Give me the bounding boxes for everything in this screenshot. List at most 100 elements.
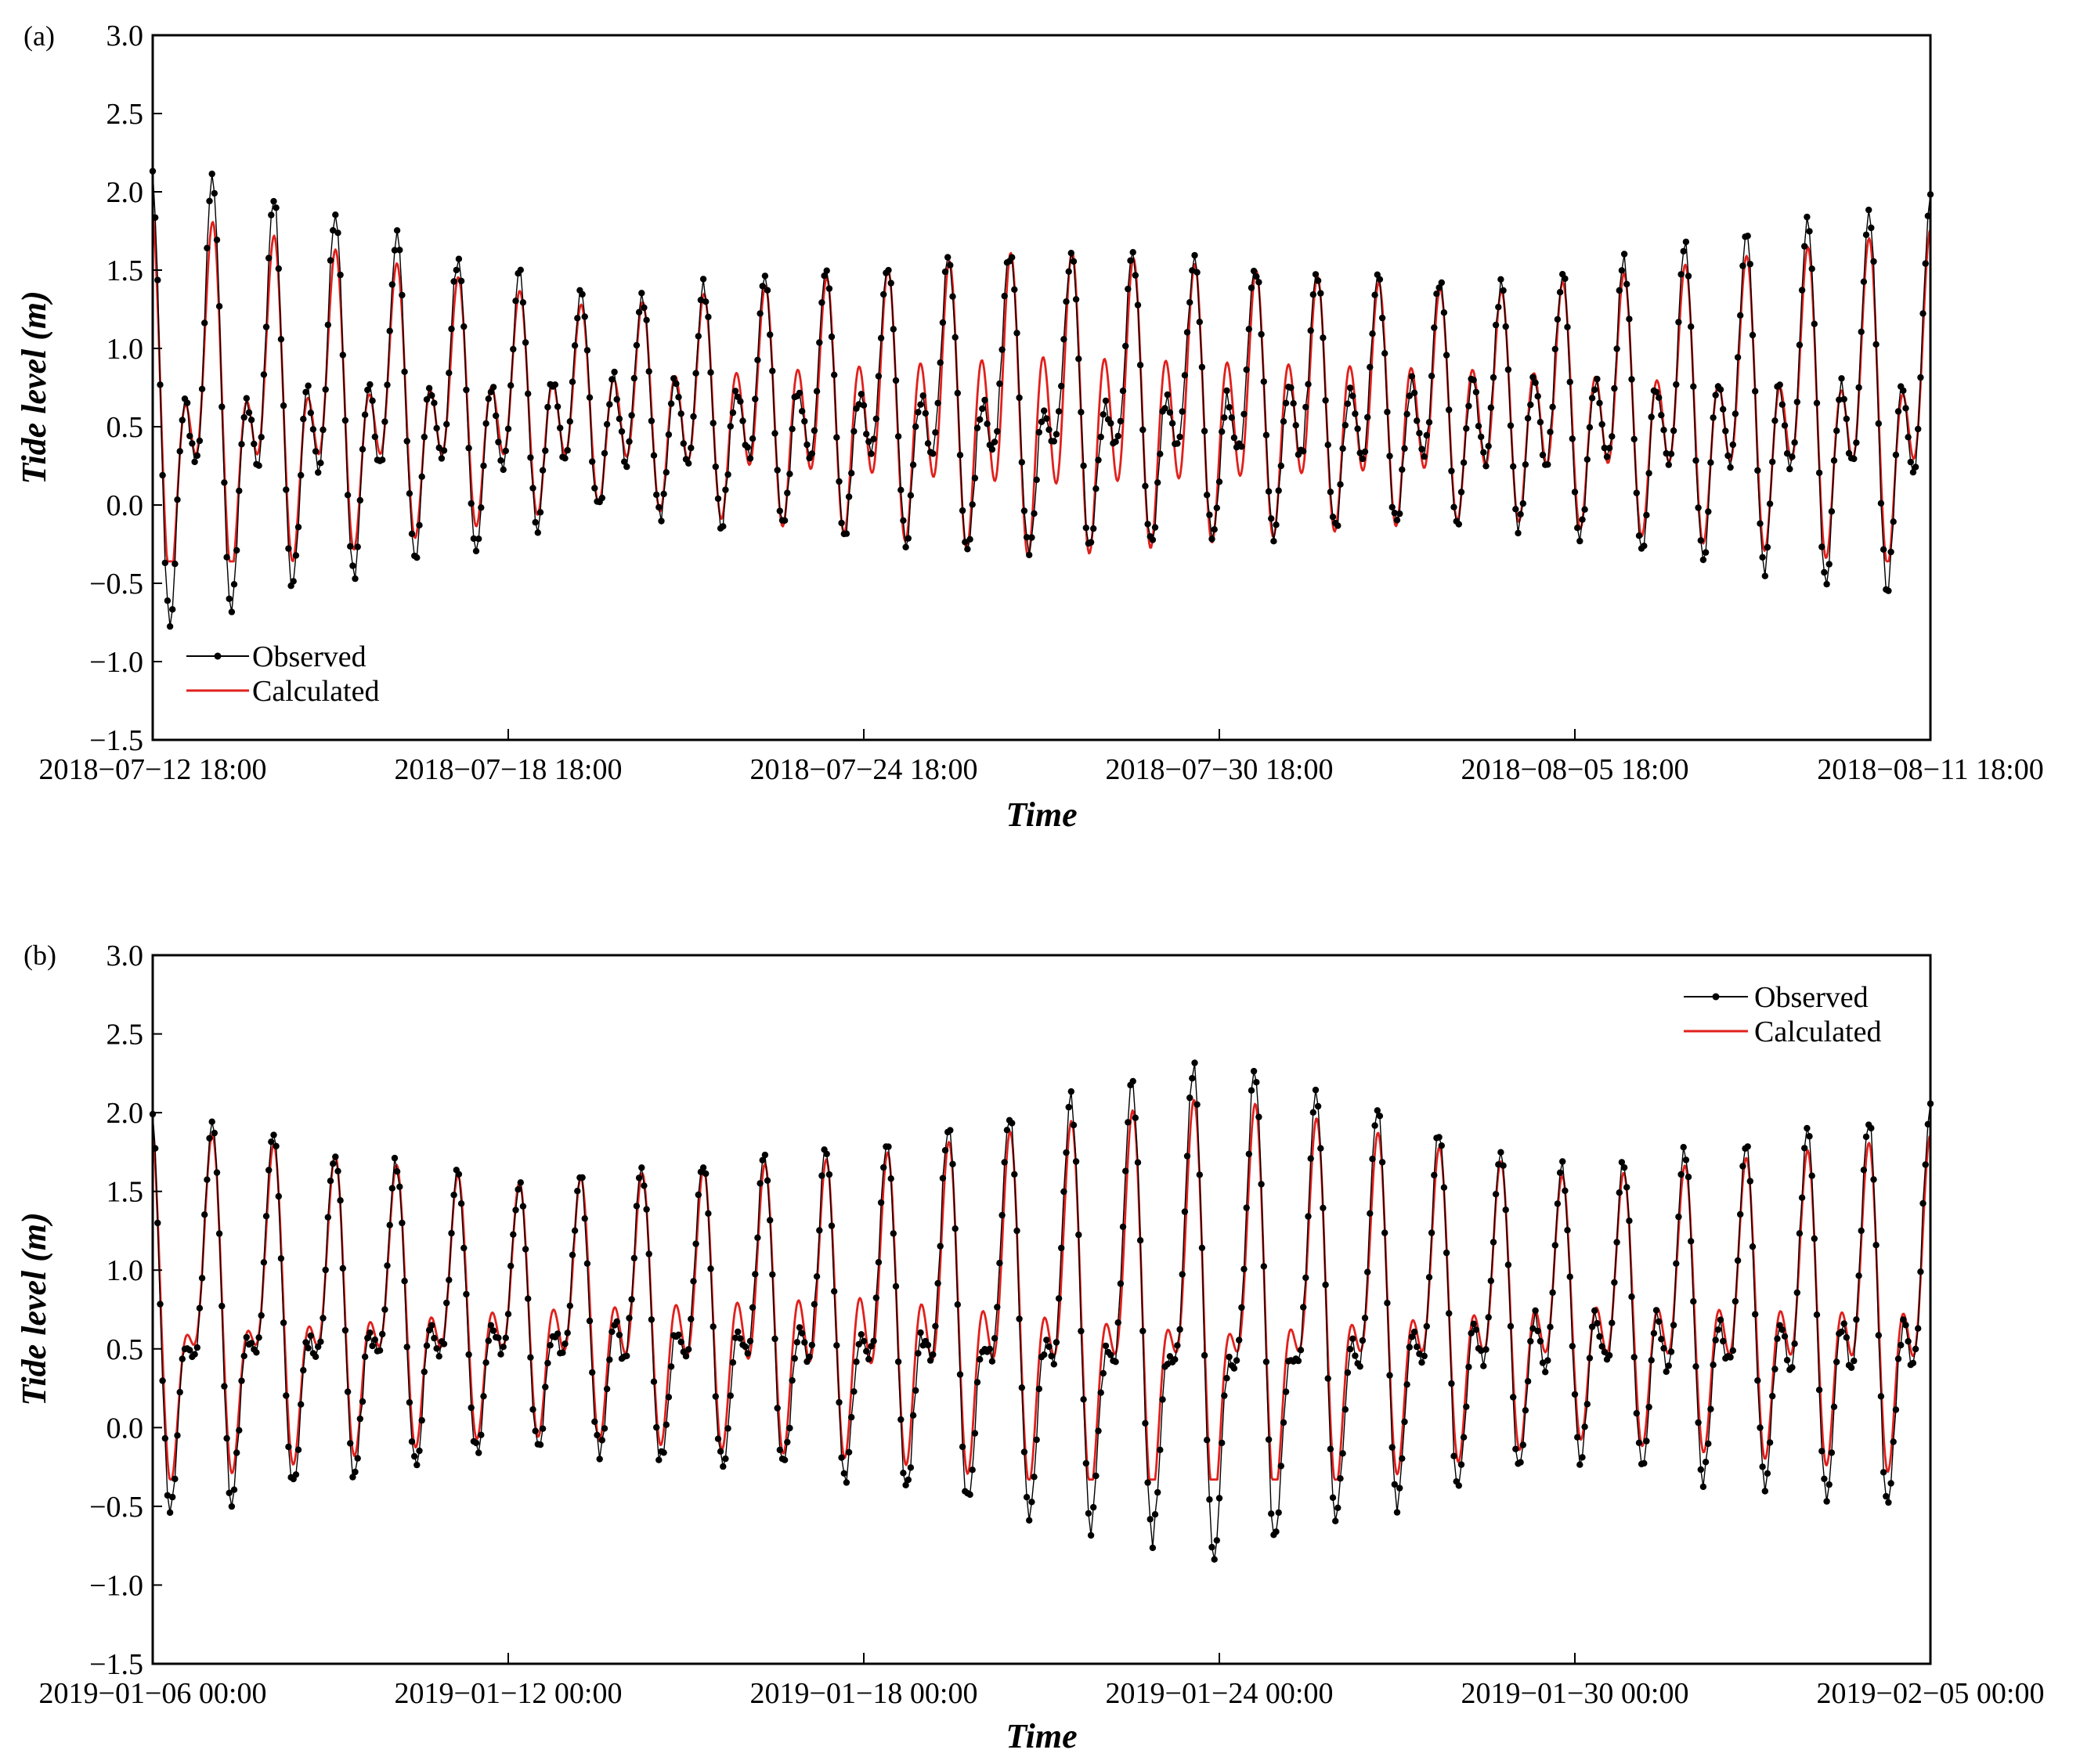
panel-b-observed-point bbox=[1677, 1171, 1685, 1178]
panel-b-observed-point bbox=[1211, 1556, 1218, 1563]
panel-a-observed-point bbox=[1682, 238, 1690, 246]
panel-a-observed-point bbox=[460, 323, 468, 330]
panel-a-observed-point bbox=[1670, 427, 1677, 435]
panel-a-observed-point bbox=[720, 523, 727, 530]
panel-a-observed-point bbox=[218, 403, 226, 410]
panel-b-observed-point bbox=[569, 1251, 576, 1259]
panel-a-observed-point bbox=[1009, 254, 1016, 261]
panel-a-observed-point bbox=[850, 427, 858, 435]
panel-a-observed-point bbox=[1223, 387, 1230, 395]
panel-b-observed-point bbox=[1759, 1463, 1766, 1470]
panel-b-observed-point bbox=[1828, 1449, 1836, 1456]
panel-b-observed-point bbox=[1522, 1407, 1529, 1414]
panel-b-observed-point bbox=[1431, 1171, 1438, 1179]
panel-a-observed-point bbox=[831, 371, 838, 378]
panel-b-observed-point bbox=[811, 1300, 818, 1308]
panel-b-observed-point bbox=[1811, 1235, 1818, 1243]
panel-b-observed-point bbox=[954, 1301, 962, 1308]
panel-a-observed-point bbox=[880, 290, 887, 298]
panel-a-observed-point bbox=[571, 342, 579, 349]
panel-b-plot-frame bbox=[151, 954, 1932, 1665]
panel-a-observed-point bbox=[1860, 278, 1868, 285]
panel-a-observed-point bbox=[1119, 388, 1127, 395]
panel-b-observed-point bbox=[1265, 1436, 1273, 1443]
panel-b-observed-point bbox=[872, 1294, 880, 1301]
panel-b-observed-point bbox=[1658, 1336, 1665, 1343]
panel-b-observed-point bbox=[1023, 1494, 1031, 1501]
panel-a-observed-point bbox=[317, 460, 324, 467]
panel-a-observed-point bbox=[174, 496, 181, 503]
panel-a-observed-point bbox=[1226, 404, 1233, 411]
panel-a-observed-point bbox=[1423, 431, 1431, 439]
panel-a-observed-point bbox=[1107, 420, 1114, 427]
panel-a-observed-point bbox=[823, 267, 830, 274]
panel-a-observed-point bbox=[645, 368, 652, 375]
panel-a-observed-point bbox=[201, 319, 208, 326]
panel-a-observed-point bbox=[1408, 373, 1416, 380]
panel-a-observed-point bbox=[292, 552, 300, 559]
panel-b-observed-point bbox=[1885, 1499, 1892, 1506]
panel-a-observed-point bbox=[589, 458, 596, 465]
panel-a-observed-point bbox=[1796, 341, 1804, 348]
panel-b-observed-point bbox=[489, 1327, 497, 1334]
panel-a-observed-point bbox=[1243, 366, 1250, 373]
panel-b-observed-point bbox=[1579, 1454, 1586, 1461]
panel-b-observed-point bbox=[1527, 1337, 1534, 1345]
panel-b-observed-point bbox=[1616, 1189, 1623, 1196]
panel-b-observed-point bbox=[566, 1302, 573, 1310]
panel-b-observed-point bbox=[1332, 1517, 1339, 1524]
panel-b-observed-point bbox=[1682, 1156, 1690, 1163]
panel-b-observed-point bbox=[174, 1432, 181, 1439]
panel-a-observed-point bbox=[998, 346, 1006, 353]
panel-a-y-tick-label: −1.0 bbox=[89, 646, 143, 679]
panel-a-observed-point bbox=[798, 408, 806, 415]
panel-b-observed-point bbox=[731, 1334, 739, 1341]
panel-b-observed-point bbox=[885, 1143, 892, 1150]
panel-a-observed-point bbox=[574, 315, 581, 322]
panel-a-observed-point bbox=[1090, 525, 1097, 532]
panel-a-observed-point bbox=[1151, 524, 1159, 531]
panel-b-observed-point bbox=[294, 1446, 302, 1453]
panel-a-observed-point bbox=[727, 423, 734, 430]
panel-b-observed-point bbox=[840, 1470, 848, 1477]
panel-a-observed-point bbox=[305, 382, 312, 389]
panel-b-observed-point bbox=[416, 1447, 423, 1455]
panel-b-observed-point bbox=[1339, 1450, 1346, 1457]
panel-b-y-tick-label: 1.0 bbox=[107, 1254, 144, 1287]
panel-a-observed-point bbox=[1344, 400, 1352, 407]
panel-b-observed-point bbox=[1374, 1107, 1381, 1114]
panel-b-observed-point bbox=[655, 1456, 663, 1463]
panel-a-x-tick-label: 2018−07−12 18:00 bbox=[39, 753, 267, 786]
panel-a-observed-point bbox=[512, 298, 519, 305]
panel-a-observed-point bbox=[1018, 459, 1026, 466]
panel-b-observed-point bbox=[1613, 1239, 1620, 1246]
panel-a-observed-point bbox=[601, 449, 608, 457]
panel-b-observed-point bbox=[1519, 1441, 1527, 1448]
panel-a-observed-point bbox=[1688, 323, 1695, 330]
panel-b-observed-point bbox=[1465, 1363, 1472, 1371]
panel-a-observed-point bbox=[1322, 397, 1329, 404]
panel-b-observed-point bbox=[460, 1244, 468, 1252]
panel-a-observed-point bbox=[616, 415, 623, 423]
panel-b-observed-point bbox=[1275, 1509, 1282, 1517]
panel-b-observed-point bbox=[633, 1203, 641, 1210]
panel-b-observed-point bbox=[1201, 1351, 1208, 1359]
panel-a-observed-point bbox=[393, 227, 401, 234]
panel-b-observed-point bbox=[1309, 1109, 1317, 1116]
panel-a-observed-point bbox=[746, 455, 754, 462]
panel-a-observed-point bbox=[1055, 408, 1063, 415]
panel-a-observed-point bbox=[1359, 455, 1367, 463]
panel-b-observed-point bbox=[1789, 1364, 1796, 1371]
panel-b-observed-point bbox=[1830, 1403, 1838, 1411]
panel-b-observed-point bbox=[877, 1199, 885, 1207]
panel-a-observed-point bbox=[1045, 426, 1053, 433]
panel-b-observed-point bbox=[1712, 1337, 1719, 1344]
panel-a-observed-point bbox=[996, 380, 1003, 388]
panel-b-x-tick-label: 2019−01−30 00:00 bbox=[1461, 1677, 1689, 1710]
panel-b-observed-point bbox=[571, 1227, 579, 1235]
panel-a-observed-point bbox=[650, 452, 658, 459]
panel-a-observed-point bbox=[1851, 455, 1858, 463]
panel-b-observed-point bbox=[305, 1344, 312, 1352]
panel-b-observed-point bbox=[1352, 1352, 1359, 1359]
panel-b-observed-point bbox=[425, 1326, 433, 1334]
